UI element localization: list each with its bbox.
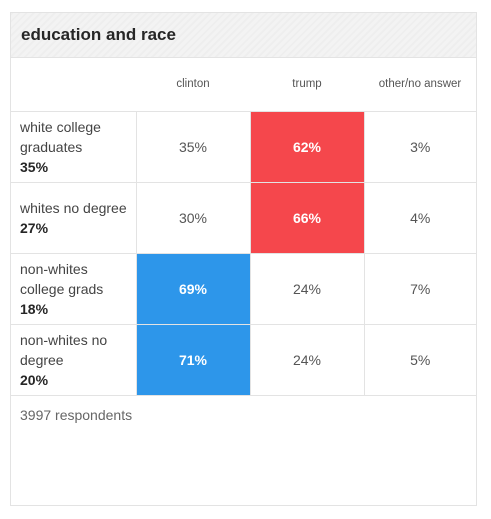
clinton-value: 30%	[135, 182, 250, 254]
results-table: clinton trump other/no answer white coll…	[11, 58, 476, 396]
column-header-trump: trump	[250, 58, 364, 112]
table-row: whites no degree 27% 30% 66% 4%	[11, 182, 476, 254]
table-row: non-whites no degree 20% 71% 24% 5%	[11, 324, 476, 396]
row-label: non-whites no degree 20%	[11, 324, 136, 396]
row-label-text: whites no degree	[20, 199, 127, 216]
respondents-count: 3997 respondents	[20, 406, 133, 423]
row-label-text: non-whites no degree	[20, 331, 108, 368]
poll-card: education and race clinton trump other/n…	[10, 12, 477, 506]
corner-cell	[11, 58, 136, 112]
card-header: education and race	[11, 13, 476, 58]
clinton-value: 71%	[135, 324, 250, 396]
row-label-text: non-whites college grads	[20, 260, 104, 297]
table-row: white college graduates 35% 35% 62% 3%	[11, 111, 476, 183]
other-value: 5%	[363, 324, 476, 396]
trump-value: 62%	[249, 111, 364, 183]
column-header-other: other/no answer	[364, 58, 476, 112]
other-value: 3%	[363, 111, 476, 183]
other-value: 7%	[363, 253, 476, 325]
clinton-value: 69%	[135, 253, 250, 325]
card-title: education and race	[21, 25, 176, 44]
header-row: clinton trump other/no answer	[11, 58, 476, 112]
trump-value: 66%	[249, 182, 364, 254]
trump-value: 24%	[249, 324, 364, 396]
row-share: 20%	[20, 371, 49, 388]
row-label-text: white college graduates	[20, 118, 101, 155]
row-label: white college graduates 35%	[11, 111, 136, 183]
table-row: non-whites college grads 18% 69% 24% 7%	[11, 253, 476, 325]
row-label: whites no degree 27%	[11, 182, 136, 254]
clinton-value: 35%	[135, 111, 250, 183]
row-label: non-whites college grads 18%	[11, 253, 136, 325]
other-value: 4%	[363, 182, 476, 254]
trump-value: 24%	[249, 253, 364, 325]
row-share: 27%	[20, 219, 49, 236]
column-header-clinton: clinton	[136, 58, 250, 112]
row-share: 18%	[20, 300, 49, 317]
row-share: 35%	[20, 158, 49, 175]
